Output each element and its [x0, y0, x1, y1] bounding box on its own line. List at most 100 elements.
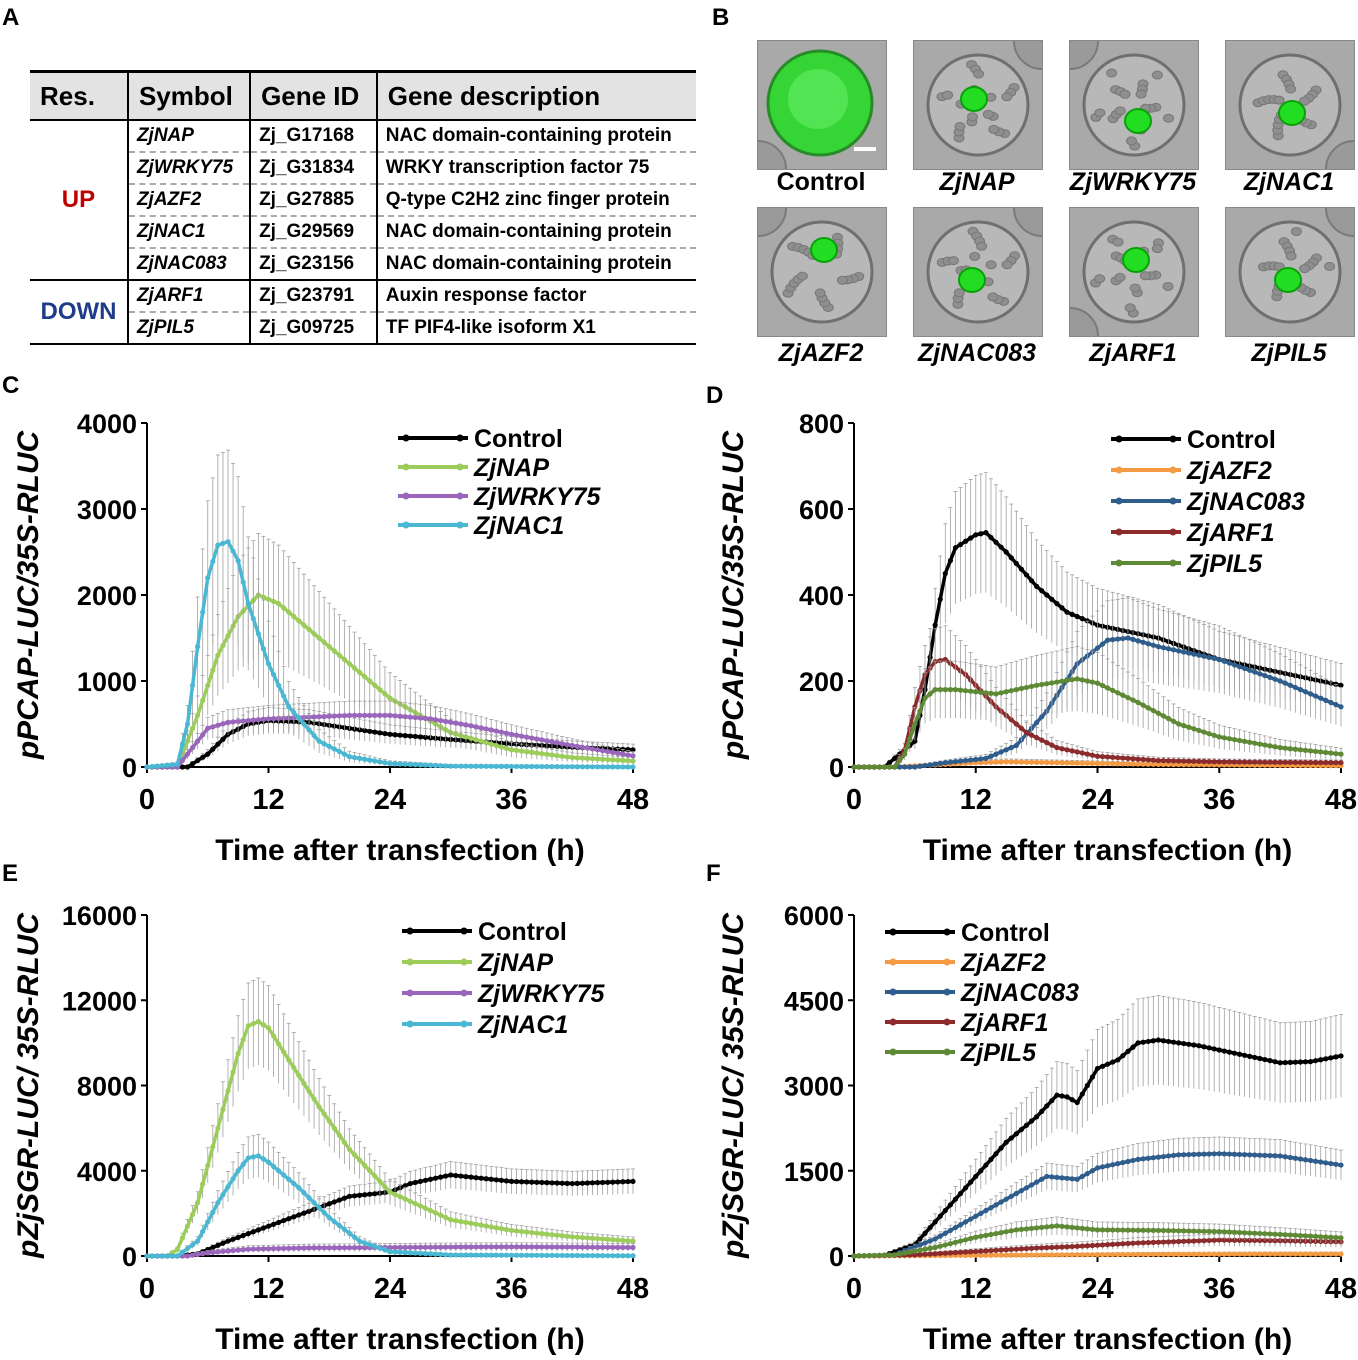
data-point [584, 745, 591, 751]
x-tick-label: 12 [252, 784, 284, 816]
data-point [1089, 1074, 1096, 1080]
micro-image-picture [914, 41, 1042, 169]
data-point [483, 740, 489, 746]
micro-image-picture [758, 41, 886, 169]
micro-label-control: Control [776, 168, 866, 196]
data-point [1277, 745, 1283, 751]
legend-label: ZjARF1 [1186, 519, 1275, 547]
data-point [1044, 592, 1050, 598]
data-point [220, 736, 226, 742]
data-point [549, 739, 555, 745]
gene-description: NAC domain-containing protein [376, 248, 696, 281]
data-point [1313, 693, 1319, 699]
x-tick-label: 12 [960, 784, 992, 816]
legend-swatch-marker [456, 521, 464, 529]
data-point [549, 1232, 555, 1238]
data-point [968, 757, 974, 763]
legend-swatch-marker [402, 492, 410, 500]
data-point [220, 540, 226, 546]
data-point [610, 1179, 616, 1185]
data-point [574, 1244, 580, 1250]
data-point [1307, 748, 1314, 754]
data-point [1191, 1251, 1197, 1257]
data-point [1018, 1126, 1025, 1133]
data-point [357, 712, 363, 718]
legend-item-control: Control [402, 918, 567, 946]
data-point [1054, 679, 1060, 685]
data-point [1206, 654, 1212, 660]
data-point [483, 1252, 489, 1258]
data-point [220, 642, 226, 649]
data-point [866, 764, 872, 770]
data-point [1226, 736, 1232, 742]
data-point [367, 728, 373, 734]
gene-table-header-row: Res. Symbol Gene ID Gene description [30, 70, 696, 121]
data-point [1034, 1114, 1040, 1120]
data-point [291, 1065, 297, 1071]
data-point [427, 1251, 434, 1257]
data-point [417, 1244, 423, 1250]
data-point [584, 755, 591, 761]
data-point [372, 758, 378, 764]
data-point [963, 688, 969, 694]
data-point [625, 1238, 631, 1244]
data-point [179, 757, 186, 764]
micro-nucleus-gfp [958, 267, 986, 293]
data-point [594, 1180, 601, 1186]
data-point [291, 613, 297, 620]
legend-item-zjazf2: ZjAZF2 [1111, 457, 1272, 485]
micro-nucleus-gfp [1278, 100, 1306, 126]
data-point [200, 609, 206, 615]
data-point [1277, 759, 1283, 765]
data-point [620, 1237, 626, 1243]
data-point [195, 644, 201, 650]
data-point [1044, 740, 1050, 746]
micro-chloroplast [982, 109, 994, 119]
data-point [589, 1235, 596, 1241]
data-point [311, 1245, 317, 1251]
data-point [1211, 759, 1217, 765]
data-point [1049, 1252, 1055, 1258]
data-point [478, 725, 484, 731]
data-point [973, 532, 979, 538]
data-point [983, 1162, 989, 1168]
data-point [1059, 760, 1065, 766]
data-point [1211, 1251, 1217, 1257]
data-point [301, 1245, 307, 1251]
data-point [1089, 760, 1096, 766]
data-point [1099, 682, 1106, 689]
micro-chloroplast [988, 124, 1000, 134]
data-point [594, 1253, 601, 1259]
data-point [427, 762, 434, 768]
data-point [402, 733, 408, 739]
data-point [179, 741, 186, 747]
data-point [1196, 1251, 1202, 1257]
data-point [957, 758, 964, 764]
data-point [478, 738, 484, 744]
data-point [968, 535, 974, 541]
data-point [463, 734, 469, 740]
data-point [625, 752, 631, 758]
data-point [891, 764, 898, 770]
data-point [579, 1252, 585, 1259]
legend-item-control: Control [1111, 426, 1276, 454]
micro-chloroplast [1285, 251, 1297, 261]
data-point [225, 633, 231, 639]
data-point [326, 644, 332, 650]
data-point [544, 738, 550, 744]
legend-swatch-marker [1115, 497, 1123, 505]
micro-chloroplast [1001, 92, 1013, 102]
data-point [1216, 656, 1222, 663]
data-point [458, 1244, 464, 1250]
data-point [1155, 644, 1161, 650]
data-point [605, 756, 611, 763]
data-point [270, 716, 277, 722]
y-tick-label: 800 [799, 409, 844, 439]
data-point [488, 1176, 494, 1182]
data-point [453, 1244, 459, 1250]
data-point [1221, 1048, 1227, 1054]
data-point [1313, 1058, 1319, 1064]
data-point [372, 712, 378, 718]
data-point [886, 760, 893, 766]
